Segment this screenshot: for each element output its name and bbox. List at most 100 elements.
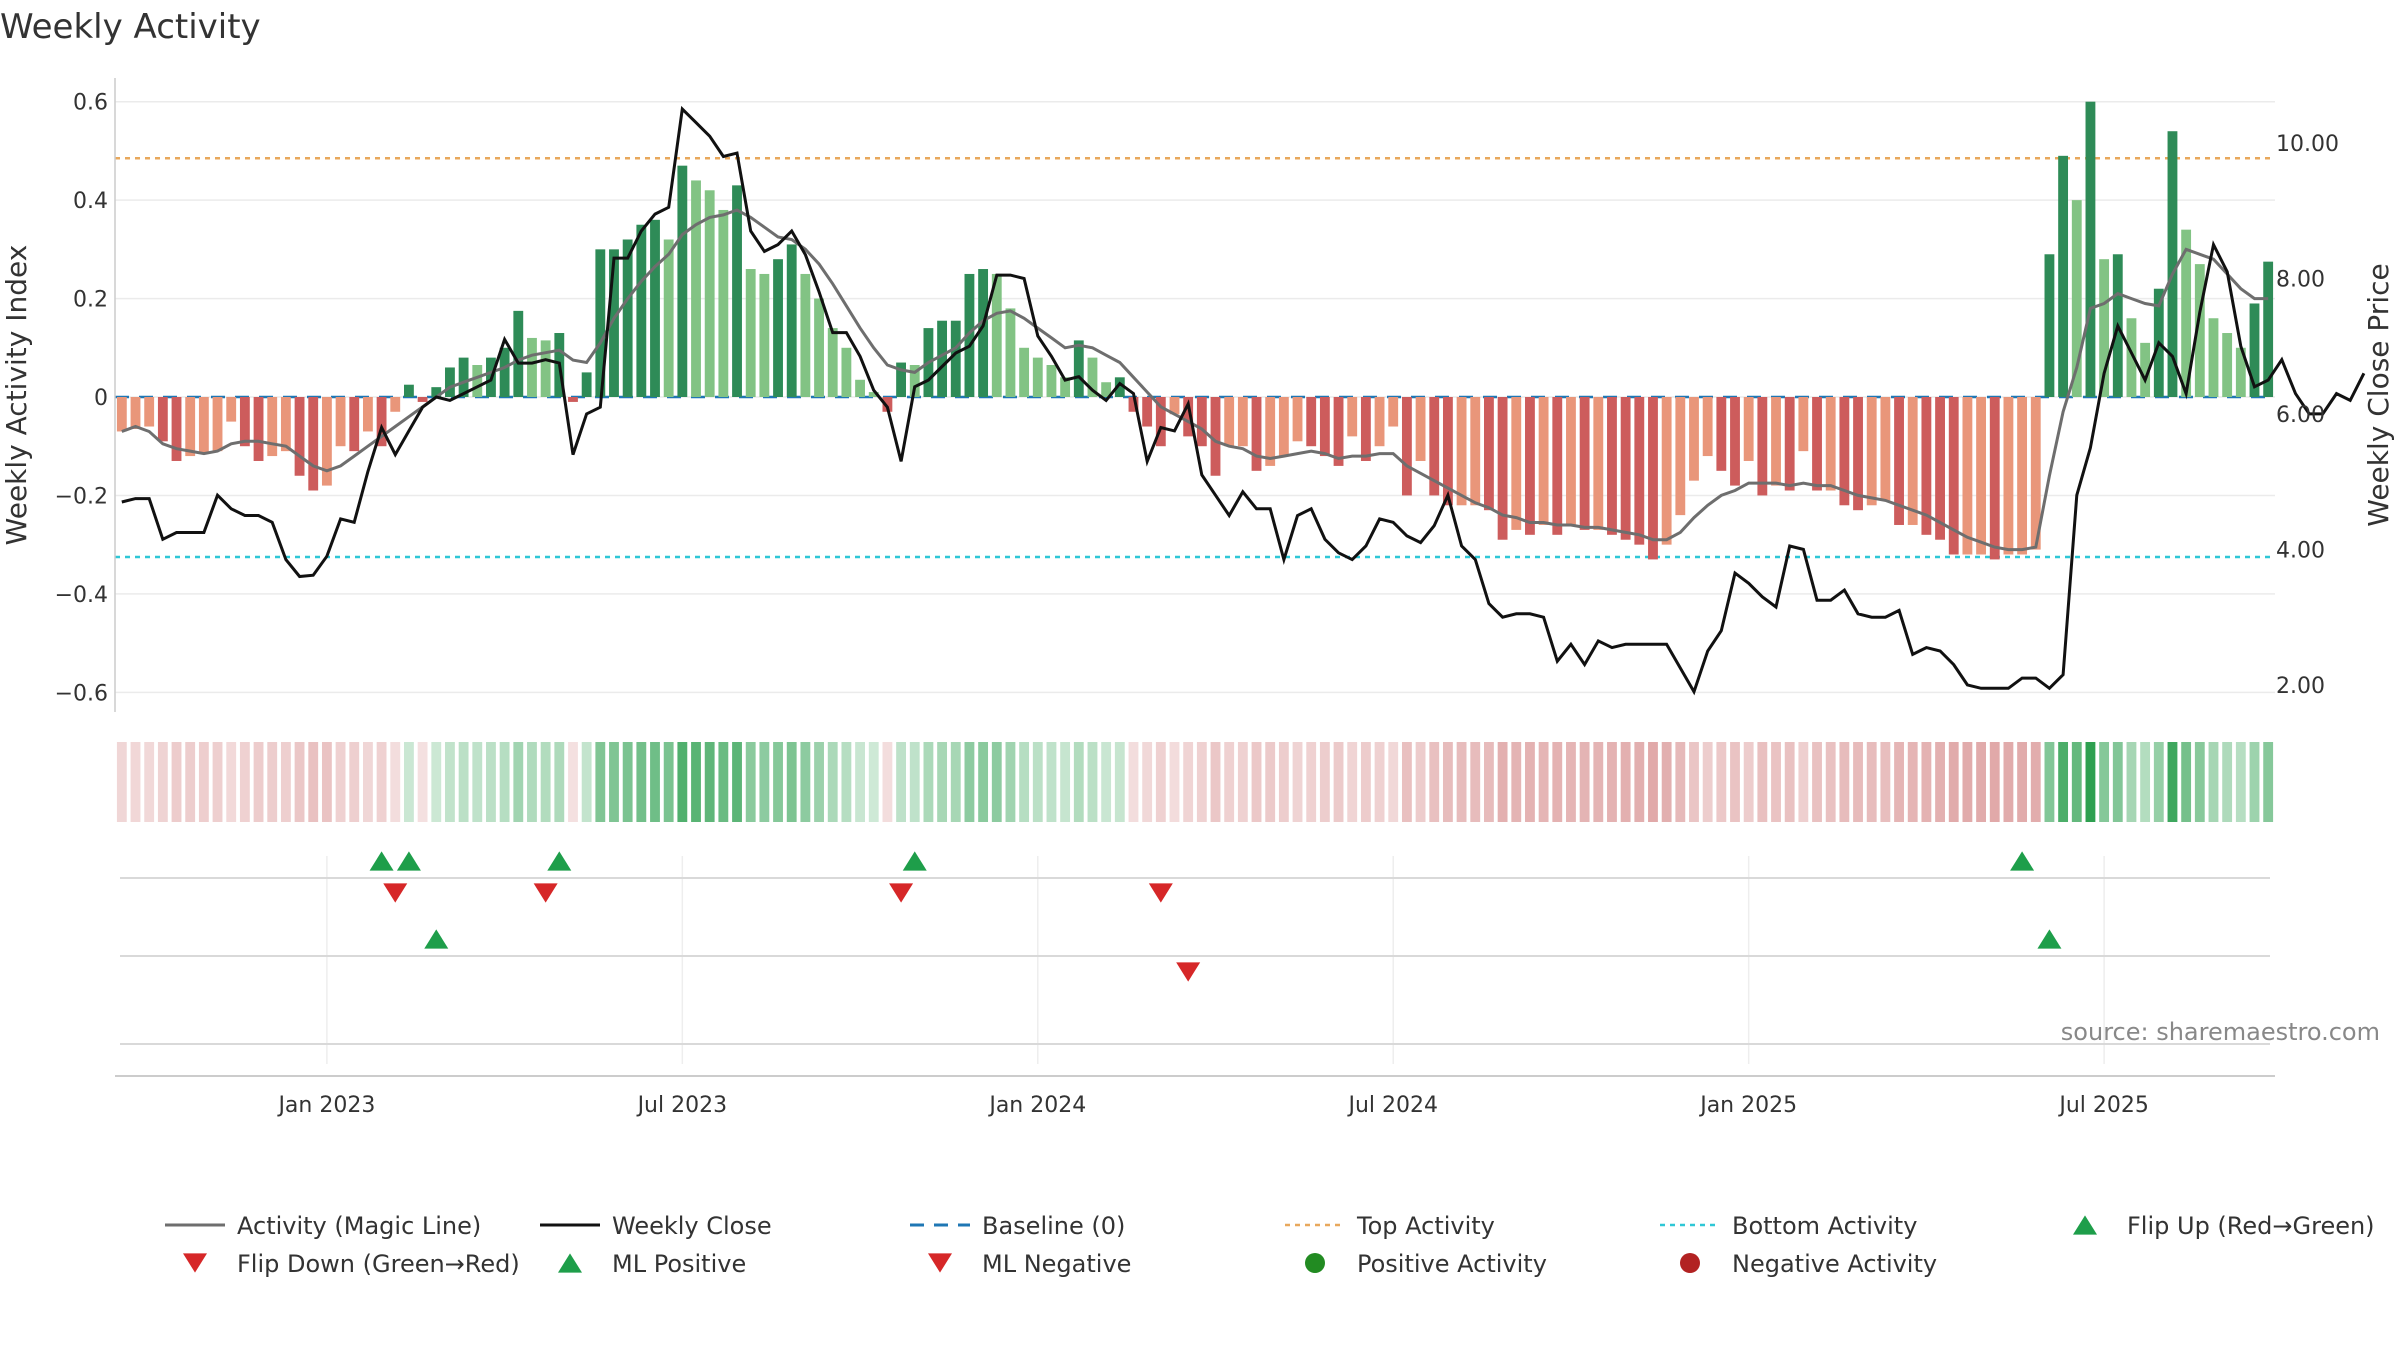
- heat-cell: [349, 742, 360, 822]
- activity-bar: [513, 310, 524, 397]
- heat-cell: [2235, 742, 2246, 822]
- activity-bar: [1825, 397, 1836, 491]
- flip-down-marker: [383, 883, 408, 903]
- heat-cell: [1470, 742, 1481, 822]
- heat-cell: [896, 742, 906, 822]
- y-tick-label: 0: [94, 386, 108, 411]
- activity-bar: [267, 397, 278, 457]
- activity-bar: [1265, 397, 1276, 466]
- heat-cell: [2085, 742, 2096, 822]
- heat-cell: [1825, 742, 1836, 822]
- activity-bar: [1935, 397, 1945, 540]
- activity-heat-strip: [116, 742, 2274, 822]
- activity-bar: [527, 337, 537, 397]
- activity-bar: [1962, 397, 1973, 555]
- activity-bar: [1429, 397, 1440, 496]
- ml-positive-marker: [424, 929, 449, 949]
- activity-bar: [390, 397, 401, 412]
- heat-cell: [253, 742, 264, 822]
- heat-cell: [1456, 742, 1467, 822]
- activity-bar: [2126, 318, 2137, 397]
- heat-cell: [527, 742, 537, 822]
- heat-cell: [1005, 742, 1016, 822]
- heat-cell: [1429, 742, 1440, 822]
- activity-bar: [718, 209, 729, 397]
- x-tick-label: Jul 2023: [636, 1093, 728, 1118]
- heat-cell: [540, 742, 551, 822]
- activity-bar: [1224, 397, 1235, 447]
- heat-cell: [1265, 742, 1276, 822]
- legend-swatch-triangle-up: [558, 1253, 582, 1273]
- heat-cell: [827, 742, 838, 822]
- activity-bar: [1525, 397, 1535, 535]
- y2-tick-label: 8.00: [2276, 267, 2325, 292]
- heat-cell: [513, 742, 524, 822]
- activity-bar: [1866, 397, 1877, 506]
- legend-label: Positive Activity: [1357, 1250, 1547, 1278]
- legend-label: Weekly Close: [612, 1212, 772, 1240]
- heat-cell: [1566, 742, 1576, 822]
- activity-bar: [499, 347, 510, 397]
- heat-cell: [1716, 742, 1727, 822]
- heat-cell: [1661, 742, 1672, 822]
- flip-up-marker: [396, 851, 421, 871]
- legend-label: Negative Activity: [1732, 1250, 1937, 1278]
- y-axis-label: Weekly Activity Index: [0, 245, 33, 546]
- activity-bar: [1087, 357, 1098, 397]
- activity-bar: [1798, 397, 1809, 452]
- heat-cell: [1046, 742, 1057, 822]
- activity-bar: [868, 392, 879, 397]
- heat-cell: [1401, 742, 1412, 822]
- legend-swatch-circle: [1305, 1253, 1325, 1273]
- flip-down-marker: [533, 883, 558, 903]
- activity-bar: [609, 249, 619, 397]
- activity-bar: [376, 397, 387, 447]
- heat-cell: [1019, 742, 1030, 822]
- activity-bar: [171, 397, 182, 461]
- activity-bar: [130, 397, 141, 429]
- activity-bar: [800, 273, 811, 397]
- heat-cell: [2071, 742, 2082, 822]
- activity-bar: [2140, 342, 2151, 397]
- activity-bar: [1183, 397, 1194, 437]
- heat-cell: [923, 742, 934, 822]
- activity-bar: [1388, 397, 1399, 427]
- legend-label: ML Positive: [612, 1250, 746, 1278]
- activity-bar: [909, 365, 920, 397]
- heat-cell: [1853, 742, 1863, 822]
- legend-swatch-triangle-down: [183, 1253, 207, 1273]
- activity-bar: [212, 397, 223, 452]
- activity-bar: [1784, 397, 1795, 491]
- heat-cell: [1784, 742, 1795, 822]
- activity-bar: [1907, 397, 1918, 525]
- heat-cell: [1484, 742, 1494, 822]
- activity-bar: [1989, 397, 2000, 560]
- heat-cell: [376, 742, 387, 822]
- heat-cell: [1689, 742, 1699, 822]
- activity-bar: [759, 273, 770, 397]
- legend-item-flipdown: Flip Down (Green→Red): [183, 1250, 520, 1278]
- activity-bar: [404, 384, 414, 397]
- heat-cell: [1798, 742, 1809, 822]
- activity-bar: [1333, 397, 1344, 466]
- activity-bar: [732, 185, 742, 397]
- activity-bar: [2222, 333, 2233, 397]
- heat-cell: [499, 742, 510, 822]
- y2-tick-label: 10.00: [2276, 132, 2339, 157]
- heat-cell: [1743, 742, 1754, 822]
- activity-bar: [650, 219, 660, 397]
- heat-cell: [978, 742, 989, 822]
- activity-bar: [1607, 397, 1617, 535]
- heat-cell: [2030, 742, 2041, 822]
- heat-cell: [704, 742, 715, 822]
- heat-cell: [1101, 742, 1112, 822]
- activity-bar: [855, 379, 865, 397]
- heat-cell: [1593, 742, 1604, 822]
- y2-tick-label: 6.00: [2276, 403, 2325, 428]
- heat-cell: [1620, 742, 1631, 822]
- activity-bar: [1073, 340, 1084, 397]
- heat-cell: [1989, 742, 2000, 822]
- heat-cell: [1292, 742, 1303, 822]
- flip-down-marker: [1148, 883, 1173, 903]
- activity-bar: [1278, 397, 1289, 457]
